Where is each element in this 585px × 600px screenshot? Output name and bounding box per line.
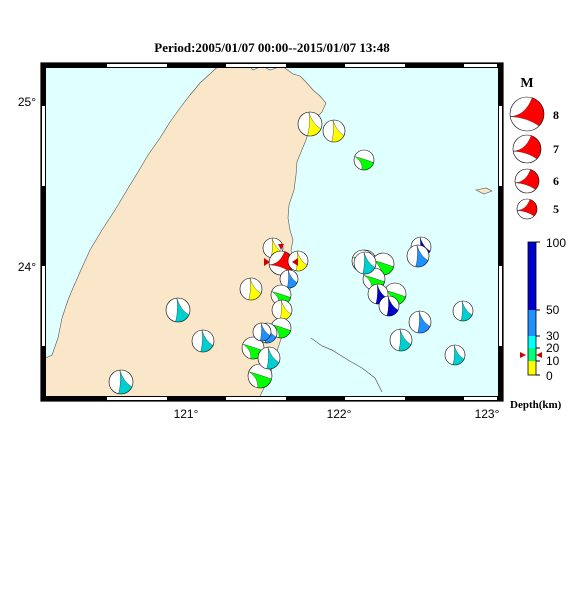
selected-event-marker [264,244,298,266]
focal-mechanism-beachball [452,300,474,322]
focal-mechanism-beachball [239,277,263,301]
focal-mechanism-beachball [378,295,400,317]
lon-tick-123: 123° [475,407,500,421]
depth-scale-title: Depth(km) [510,399,562,411]
map-panel [40,62,503,402]
plate-boundary-line [310,337,383,393]
lon-tick-122: 122° [327,407,352,421]
magnitude-legend-title: M [520,76,533,91]
lat-tick-25: 25° [18,95,36,109]
focal-mechanism-beachball [408,310,432,334]
focal-mechanism-beachball [247,363,273,389]
focal-mechanism-beachball [271,299,293,321]
depth-label-10: 10 [546,354,560,368]
magnitude-legend-beachball [509,96,545,132]
magnitude-label-5: 5 [553,202,559,216]
focal-mechanism-beachball [297,111,323,137]
depth-label-20: 20 [546,341,560,355]
focal-mechanism-beachball [165,297,191,323]
depth-marker-right [536,352,542,358]
period-title: Period:2005/01/07 00:00--2015/01/07 13:4… [154,40,390,55]
depth-band-0-10 [528,361,536,375]
lat-tick-24: 24° [18,260,36,274]
focal-mechanism-beachball [252,322,272,342]
magnitude-label-8: 8 [553,108,559,122]
focal-mechanism-beachball [353,251,377,275]
magnitude-legend-beachball [512,134,542,164]
depth-label-100: 100 [546,236,566,250]
focal-mechanism-beachball [257,346,281,370]
depth-band-20-30 [528,336,536,348]
magnitude-label-6: 6 [553,174,559,188]
magnitude-legend-beachball [516,198,538,220]
magnitude-legend: M 8 7 6 5 [509,76,559,220]
map-frame [40,62,504,402]
focal-mechanism-beachball [389,328,413,352]
depth-label-50: 50 [546,303,560,317]
focal-mechanism-beachball [444,344,466,366]
islet [475,187,493,195]
focal-mechanism-beachball [322,119,346,143]
magnitude-label-7: 7 [553,142,559,156]
depth-marker-left [520,352,526,358]
focal-mechanism-beachball [108,369,134,395]
focal-mechanism-beachball [191,329,215,353]
depth-scale: 100 50 30 20 10 0 Depth(km) [510,236,566,411]
depth-label-30: 30 [546,329,560,343]
western-strait [40,62,223,401]
focal-mechanism-beachball [353,149,375,171]
depth-band-10-20 [528,348,536,361]
depth-band-50-100 [528,242,536,310]
lon-tick-121: 121° [174,407,199,421]
focal-mechanism-beachball [406,244,430,268]
depth-label-0: 0 [546,369,553,383]
focal-mechanism-layer [108,111,474,395]
focal-mechanism-beachball [279,269,299,289]
magnitude-legend-beachball [514,168,540,194]
depth-band-30-50 [528,310,536,336]
